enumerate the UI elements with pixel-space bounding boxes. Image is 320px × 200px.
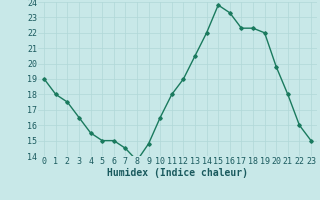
- X-axis label: Humidex (Indice chaleur): Humidex (Indice chaleur): [107, 168, 248, 178]
